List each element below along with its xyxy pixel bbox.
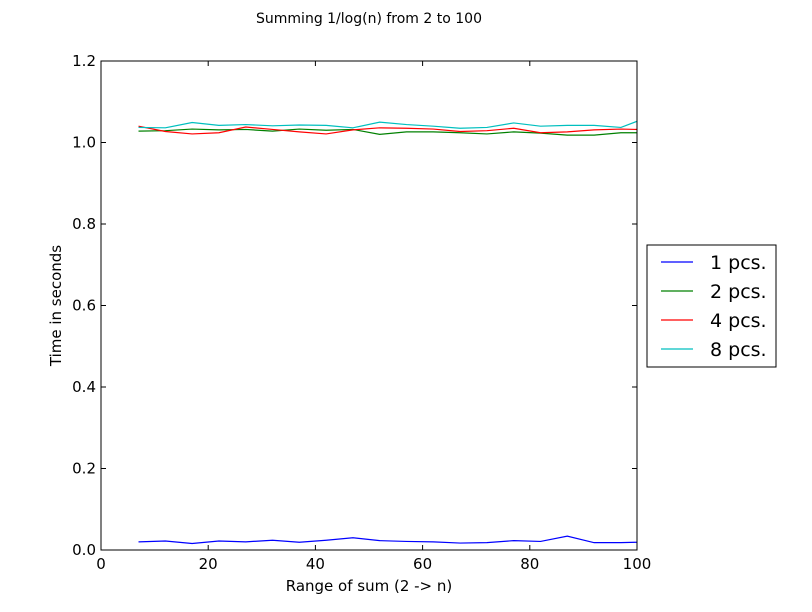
axis-ticks: 0 20 40 60 80 100 0.0 0.2 0.4 0.6 0.8 1.0 1.2 <box>72 52 651 573</box>
x-tick-label: 100 <box>623 555 652 573</box>
x-axis-label: Range of sum (2 -> n) <box>286 577 453 595</box>
y-tick-label: 1.0 <box>72 134 96 152</box>
series-line-4 <box>138 120 638 129</box>
legend-label: 2 pcs. <box>710 281 767 303</box>
legend-label: 8 pcs. <box>710 339 767 361</box>
y-tick-label: 0.6 <box>72 297 96 315</box>
legend: 1 pcs. 2 pcs. 4 pcs. 8 pcs. <box>646 244 777 368</box>
legend-label: 1 pcs. <box>710 252 767 274</box>
y-tick-label: 0.4 <box>72 378 96 396</box>
y-axis-label: Time in seconds <box>47 245 65 367</box>
plot-lines <box>138 120 638 545</box>
y-tick-label: 0.8 <box>72 215 96 233</box>
x-tick-label: 80 <box>520 555 539 573</box>
legend-box <box>646 244 777 368</box>
chart-title: Summing 1/log(n) from 2 to 100 <box>256 11 482 27</box>
x-tick-label: 0 <box>96 555 106 573</box>
series-line-2 <box>138 128 637 136</box>
x-tick-label: 20 <box>199 555 218 573</box>
legend-label: 4 pcs. <box>710 310 767 332</box>
x-tick-label: 40 <box>306 555 325 573</box>
y-tick-label: 1.2 <box>72 52 96 70</box>
series-line-3 <box>138 125 638 135</box>
series-line-1 <box>138 535 638 545</box>
x-tick-label: 60 <box>413 555 432 573</box>
y-tick-label: 0.0 <box>72 541 96 559</box>
y-tick-label: 0.2 <box>72 460 96 478</box>
